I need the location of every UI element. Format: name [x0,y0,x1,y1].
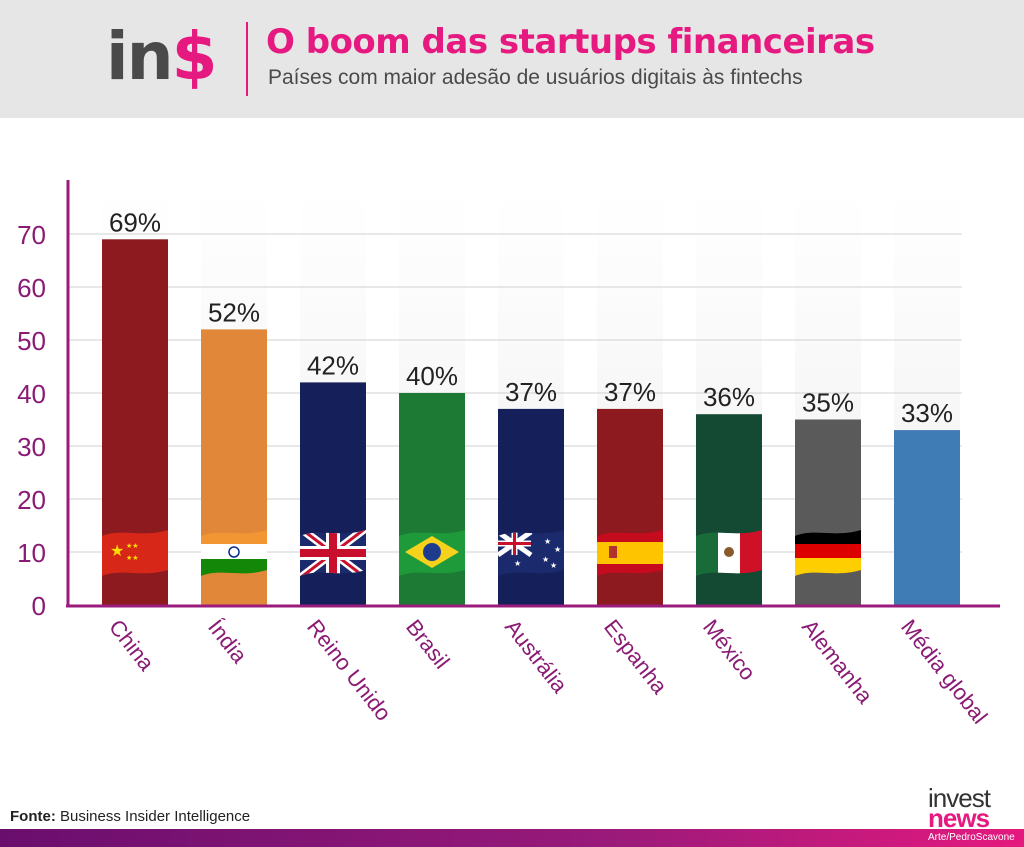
china-flag: ★ ★★★★ [102,530,168,576]
bar-alemanha [795,419,861,605]
brazil-flag [399,530,465,576]
value-label: 33% [901,398,953,428]
svg-text:★: ★ [542,555,549,564]
ins-logo: in$ [106,14,218,100]
svg-text:★★: ★★ [126,554,139,562]
bar-austrália [498,408,564,605]
y-tick-label: 60 [17,273,46,303]
value-label: 52% [208,297,260,327]
y-tick-label: 0 [32,591,46,621]
y-tick-label: 30 [17,432,46,462]
y-tick-label: 10 [17,538,46,568]
investnews-logo: invest news [928,785,991,833]
y-tick-label: 20 [17,485,46,515]
bar-méxico [696,414,762,605]
source-note: Fonte: Business Insider Intelligence [10,808,250,825]
x-tick-label: Alemanha [797,615,878,709]
india-flag [201,530,267,576]
x-tick-label: Reino Unido [302,615,396,726]
svg-text:★: ★ [110,543,124,560]
svg-text:★: ★ [554,545,561,554]
value-label: 40% [406,361,458,391]
y-tick-label: 50 [17,326,46,356]
brand-line-2: news [928,803,990,833]
svg-text:★★: ★★ [126,542,139,550]
value-label: 36% [703,382,755,412]
bar-média-global [894,430,960,605]
x-tick-label: Espanha [599,615,673,699]
value-label: 35% [802,388,854,418]
value-label: 37% [505,377,557,407]
australia-flag: ★★★★★ [498,530,564,576]
x-tick-label: China [104,615,160,676]
svg-text:★: ★ [550,561,557,570]
y-tick-label: 70 [17,220,46,250]
bar-espanha [597,408,663,605]
x-tick-label: Índia [203,615,253,669]
value-label: 69% [109,207,161,237]
germany-flag [795,530,861,576]
svg-text:★: ★ [544,537,551,546]
bar-chart: ★ ★★★★★★★★★ 69%52%42% 40%37% 37% 36% 35% 33% 0… [17,180,1000,729]
logo-part-2: $ [171,18,218,95]
source-label: Fonte: [10,808,56,825]
mexico-flag [696,530,762,576]
source-text: Business Insider Intelligence [60,808,251,825]
value-label: 42% [307,350,359,380]
spain-flag [597,530,663,576]
brand-line-1: invest [928,783,991,813]
svg-text:★: ★ [514,559,521,568]
header: in$ O boom das startups financeiras País… [0,0,1024,118]
art-credit: Arte/PedroScavone [928,832,1015,843]
x-tick-label: Austrália [500,615,573,698]
header-divider [246,22,248,96]
y-tick-label: 40 [17,379,46,409]
x-tick-label: México [698,615,761,685]
x-tick-label: Média global [896,615,993,729]
bottom-bar [0,829,1024,847]
x-tick-label: Brasil [401,615,455,674]
chart-subtitle: Países com maior adesão de usuários digi… [268,66,803,89]
uk-flag [300,530,366,576]
logo-part-1: in [106,18,174,95]
value-label: 37% [604,377,656,407]
chart-title: O boom das startups financeiras [266,22,875,62]
